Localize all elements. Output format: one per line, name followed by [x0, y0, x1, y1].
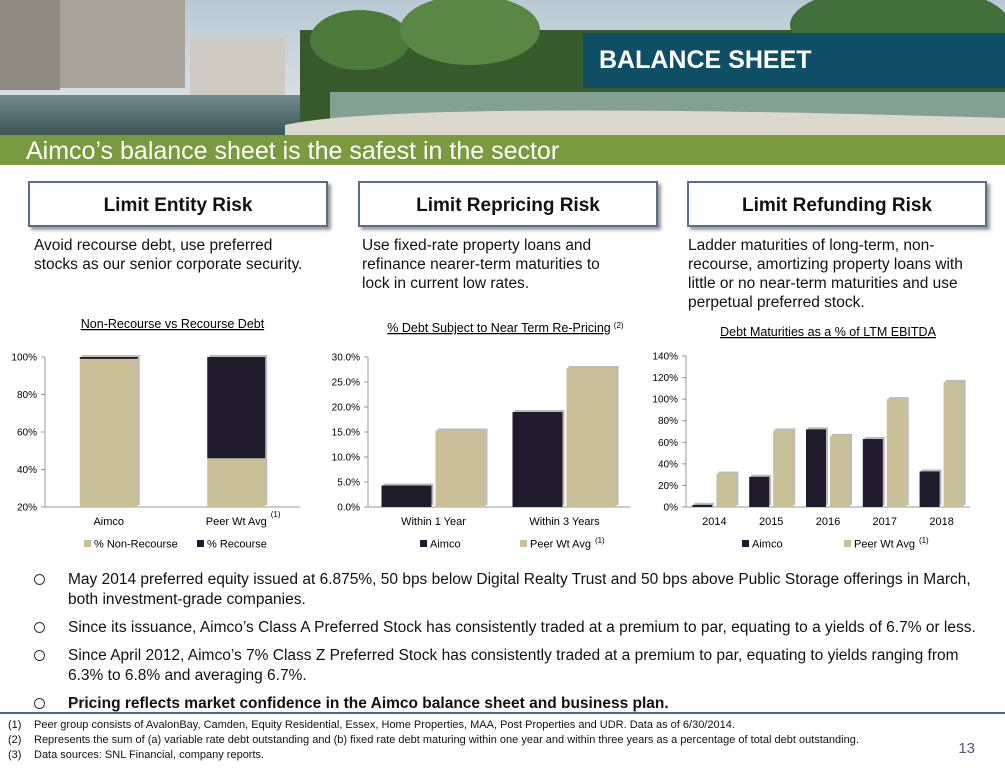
bullet: Since its issuance, Aimco’s Class A Pref…: [30, 618, 990, 638]
category-note: (1): [271, 510, 281, 519]
bar: [381, 485, 432, 507]
legend-swatch: [844, 540, 851, 547]
bar: [79, 357, 138, 359]
legend-swatch: [520, 540, 527, 547]
y-tick-label: 0%: [664, 503, 679, 514]
pillar-text: Use fixed-rate property loans and refina…: [362, 237, 600, 292]
y-tick-label: 80%: [658, 416, 678, 427]
pillar-text: Avoid recourse debt, use preferred stock…: [34, 237, 303, 273]
y-tick-label: 60%: [658, 438, 678, 449]
x-tick-label: Aimco: [93, 516, 124, 528]
divider: [0, 712, 1005, 714]
footnote: (2) Represents the sum of (a) variable ra…: [8, 733, 859, 748]
chart-title: Non-Recourse vs Recourse Debt: [81, 317, 265, 331]
y-tick-label: 100%: [11, 353, 37, 364]
bar: [207, 458, 266, 507]
footnote-marker: (3): [8, 749, 22, 761]
bar: [862, 439, 883, 507]
bar: [830, 435, 850, 507]
legend-swatch: [420, 540, 427, 547]
bar: [919, 471, 940, 507]
page-number: 13: [958, 740, 975, 757]
chart-title: Debt Maturities as a % of LTM EBITDA: [720, 325, 936, 339]
legend-swatch: [742, 540, 749, 547]
footnote-text: Represents the sum of (a) variable rate …: [34, 734, 859, 746]
pillar-title: Limit Refunding Risk: [687, 181, 987, 227]
footnote-text: Peer group consists of AvalonBay, Camden…: [34, 719, 735, 731]
x-tick-label: 2018: [929, 516, 953, 528]
y-tick-label: 40%: [17, 465, 37, 476]
y-tick-label: 20.0%: [332, 403, 360, 414]
legend-label: Peer Wt Avg: [854, 539, 915, 551]
y-tick-label: 120%: [652, 373, 678, 384]
legend-label: Aimco: [752, 539, 783, 551]
bullet: May 2014 preferred equity issued at 6.87…: [30, 570, 990, 610]
y-tick-label: 15.0%: [332, 428, 360, 439]
y-tick-label: 80%: [17, 390, 37, 401]
y-tick-label: 100%: [652, 395, 678, 406]
legend-note: (1): [919, 536, 929, 545]
charts: Non-Recourse vs Recourse Debt 20% 40% 60% 80…: [11, 317, 970, 551]
bar-shadow: [81, 355, 140, 357]
chart-title: % Debt Subject to Near Term Re-Pricing: [387, 321, 611, 335]
x-tick-label: 2015: [759, 516, 783, 528]
bar: [207, 357, 266, 459]
legend-swatch: [84, 540, 91, 547]
y-tick-label: 10.0%: [332, 453, 360, 464]
x-tick-label: 2016: [816, 516, 840, 528]
x-tick-label: Within 3 Years: [529, 516, 600, 528]
y-tick-label: 30.0%: [332, 353, 360, 364]
footnotes: (1) Peer group consists of AvalonBay, Cam…: [8, 718, 859, 763]
y-tick-label: 40%: [658, 459, 678, 470]
bar: [773, 430, 794, 507]
y-tick-label: 60%: [17, 428, 37, 439]
bullet-list: May 2014 preferred equity issued at 6.87…: [30, 570, 990, 722]
banner: BALANCE SHEET: [583, 33, 1005, 88]
x-tick-label: Within 1 Year: [401, 516, 466, 528]
pillar-title: Limit Entity Risk: [28, 181, 328, 227]
y-tick-label: 0.0%: [337, 503, 360, 514]
bar: [806, 429, 826, 507]
y-tick-label: 20%: [658, 481, 678, 492]
y-tick-label: 5.0%: [337, 478, 360, 489]
pillar-text: Ladder maturities of long-term, non-reco…: [688, 237, 963, 311]
legend-label: % Non-Recourse: [94, 539, 178, 551]
bullet: Pricing reflects market confidence in th…: [30, 694, 990, 714]
bar: [79, 358, 138, 507]
legend-label: % Recourse: [207, 539, 267, 551]
headline-band: [0, 135, 1005, 165]
bar: [716, 473, 737, 507]
y-tick-label: 25.0%: [332, 378, 360, 389]
legend-swatch: [197, 540, 204, 547]
legend-note: (1): [595, 536, 605, 545]
legend-label: Peer Wt Avg: [530, 539, 591, 551]
footnote: (1) Peer group consists of AvalonBay, Cam…: [8, 718, 859, 733]
footnote-marker: (2): [8, 734, 22, 746]
y-tick-label: 140%: [652, 352, 678, 363]
footnote: (3) Data sources: SNL Financial, company …: [8, 748, 859, 763]
x-tick-label: Peer Wt Avg: [206, 516, 267, 528]
bar-shadow: [694, 502, 715, 505]
bar: [566, 368, 617, 507]
legend-label: Aimco: [430, 539, 461, 551]
bar: [512, 412, 563, 507]
x-tick-label: 2014: [702, 516, 726, 528]
bar: [692, 504, 713, 507]
bar: [749, 476, 770, 507]
bar: [435, 430, 486, 507]
title-note: (2): [614, 321, 624, 330]
footnote-text: Data sources: SNL Financial, company rep…: [34, 749, 265, 761]
bar: [886, 399, 907, 507]
x-tick-label: 2017: [873, 516, 897, 528]
bullet: Since April 2012, Aimco’s 7% Class Z Pre…: [30, 646, 990, 686]
pillar-title: Limit Repricing Risk: [358, 181, 658, 227]
headline: Aimco’s balance sheet is the safest in t…: [26, 137, 560, 165]
y-tick-label: 20%: [17, 503, 37, 514]
footnote-marker: (1): [8, 719, 22, 731]
bar: [943, 381, 964, 507]
